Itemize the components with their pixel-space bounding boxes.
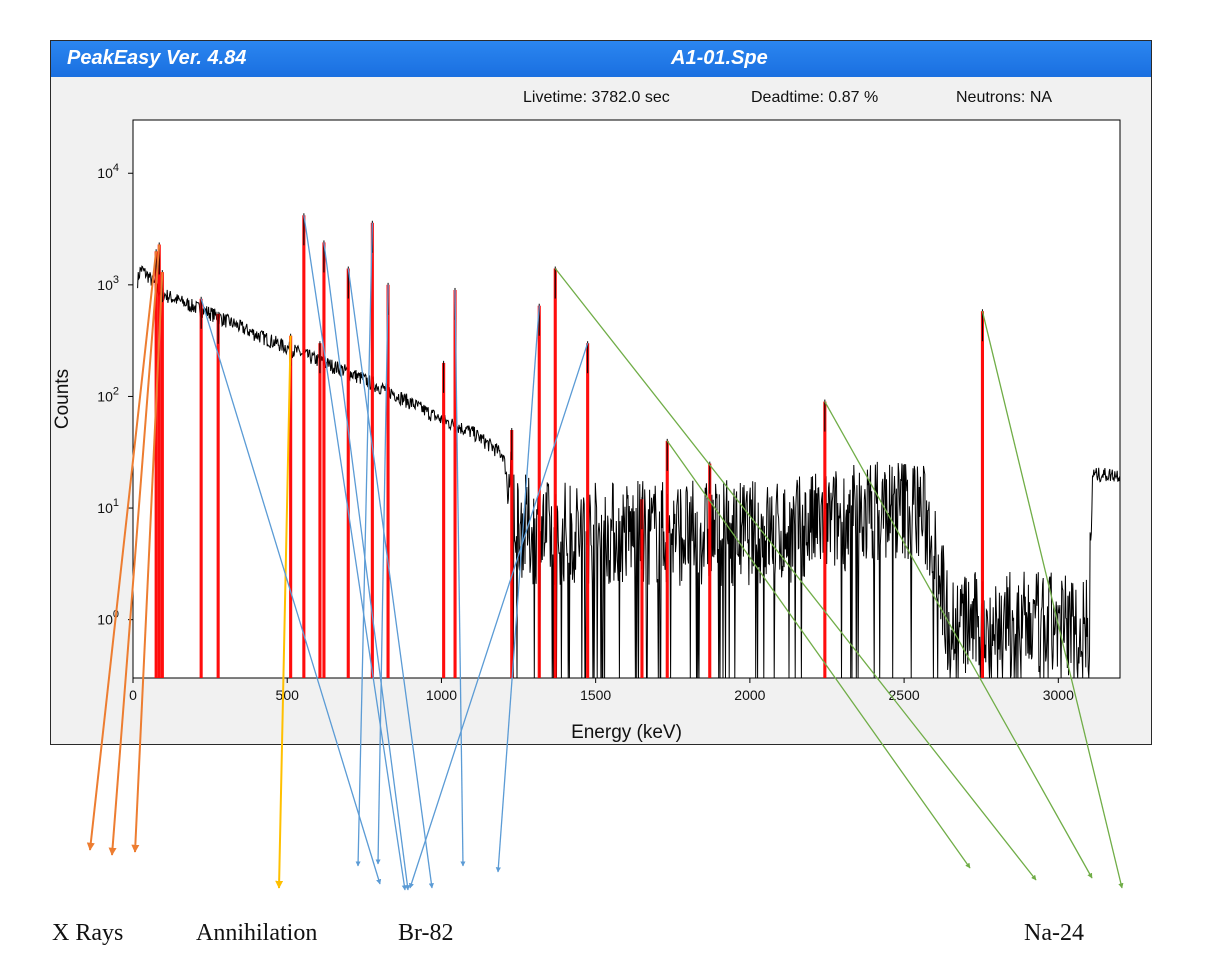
annotation-arrow-2 [131, 272, 164, 853]
annotation-layer [86, 215, 1124, 891]
x-tick-label-3: 1500 [580, 687, 611, 703]
peak-2 [160, 272, 164, 678]
peak-17 [586, 343, 590, 678]
y-tick-exponent-1: 1 [113, 497, 119, 509]
peak-6 [302, 215, 306, 679]
label-br-82: Br-82 [398, 920, 454, 946]
peak-18 [640, 499, 644, 678]
livetime-readout: Livetime: 3782.0 sec [523, 89, 670, 106]
y-tick-label-1: 101 [97, 497, 119, 516]
deadtime-readout: Deadtime: 0.87 % [751, 89, 879, 106]
label-annihilation: Annihilation [196, 920, 318, 946]
peak-16 [553, 268, 557, 678]
peak-0 [154, 251, 158, 679]
peak-20 [708, 463, 712, 678]
annotation-arrow-1 [108, 244, 161, 856]
y-tick-label-4: 104 [97, 162, 119, 181]
title-bar: PeakEasy Ver. 4.84 A1-01.Spe [51, 41, 1151, 77]
annotation-arrow-3 [275, 335, 292, 889]
x-tick-label-0: 0 [129, 687, 137, 703]
y-tick-exponent-3: 3 [113, 274, 119, 286]
annotation-arrow-9 [375, 284, 389, 865]
x-tick-label-4: 2000 [734, 687, 765, 703]
annotation-arrow-12 [408, 342, 589, 889]
neutrons-readout: Neutrons: NA [956, 89, 1053, 106]
x-tick-label-5: 2500 [889, 687, 920, 703]
peak-19 [665, 440, 669, 678]
label-x-rays: X Rays [52, 920, 124, 946]
annotation-arrow-16 [981, 311, 1124, 889]
peak-14 [510, 430, 514, 678]
x-tick-label-1: 500 [276, 687, 300, 703]
annotation-arrow-13 [554, 268, 1037, 881]
peak-11 [386, 284, 390, 678]
label-na-24: Na-24 [1024, 920, 1084, 946]
spectrum-layer [137, 265, 1121, 679]
y-tick-label-3: 103 [97, 274, 119, 293]
annotation-arrow-4 [200, 298, 382, 885]
annotation-arrow-7 [347, 268, 434, 889]
app-title: PeakEasy Ver. 4.84 [67, 47, 247, 69]
y-axis-title: Counts [52, 369, 73, 429]
peak-8 [322, 242, 326, 678]
peak-7 [318, 343, 322, 678]
peak-1 [157, 244, 161, 678]
peak-13 [453, 290, 457, 678]
annotation-arrow-6 [323, 242, 410, 891]
y-tick-label-2: 102 [97, 385, 119, 404]
annotation-arrow-0 [86, 251, 158, 851]
peak-4 [216, 313, 220, 678]
y-tick-exponent-2: 2 [113, 385, 119, 397]
x-tick-label-6: 3000 [1043, 687, 1074, 703]
peak-21 [823, 401, 827, 678]
annotation-arrow-5 [303, 215, 407, 891]
annotation-arrow-14 [666, 440, 971, 869]
annotation-arrow-11 [495, 305, 540, 873]
x-axis-title: Energy (keV) [571, 722, 682, 743]
annotation-arrow-15 [824, 401, 1093, 879]
annotation-arrow-8 [355, 222, 373, 867]
file-name: A1-01.Spe [671, 47, 768, 69]
peak-12 [442, 362, 446, 678]
peak-5 [289, 335, 293, 678]
peak-3 [199, 298, 203, 678]
peak-9 [346, 268, 350, 678]
y-tick-exponent-4: 4 [113, 162, 119, 174]
spectrum-line [137, 265, 1121, 679]
plot-area [132, 119, 1121, 679]
x-tick-label-2: 1000 [426, 687, 457, 703]
annotation-arrow-10 [454, 289, 466, 867]
peak-22 [980, 311, 984, 678]
